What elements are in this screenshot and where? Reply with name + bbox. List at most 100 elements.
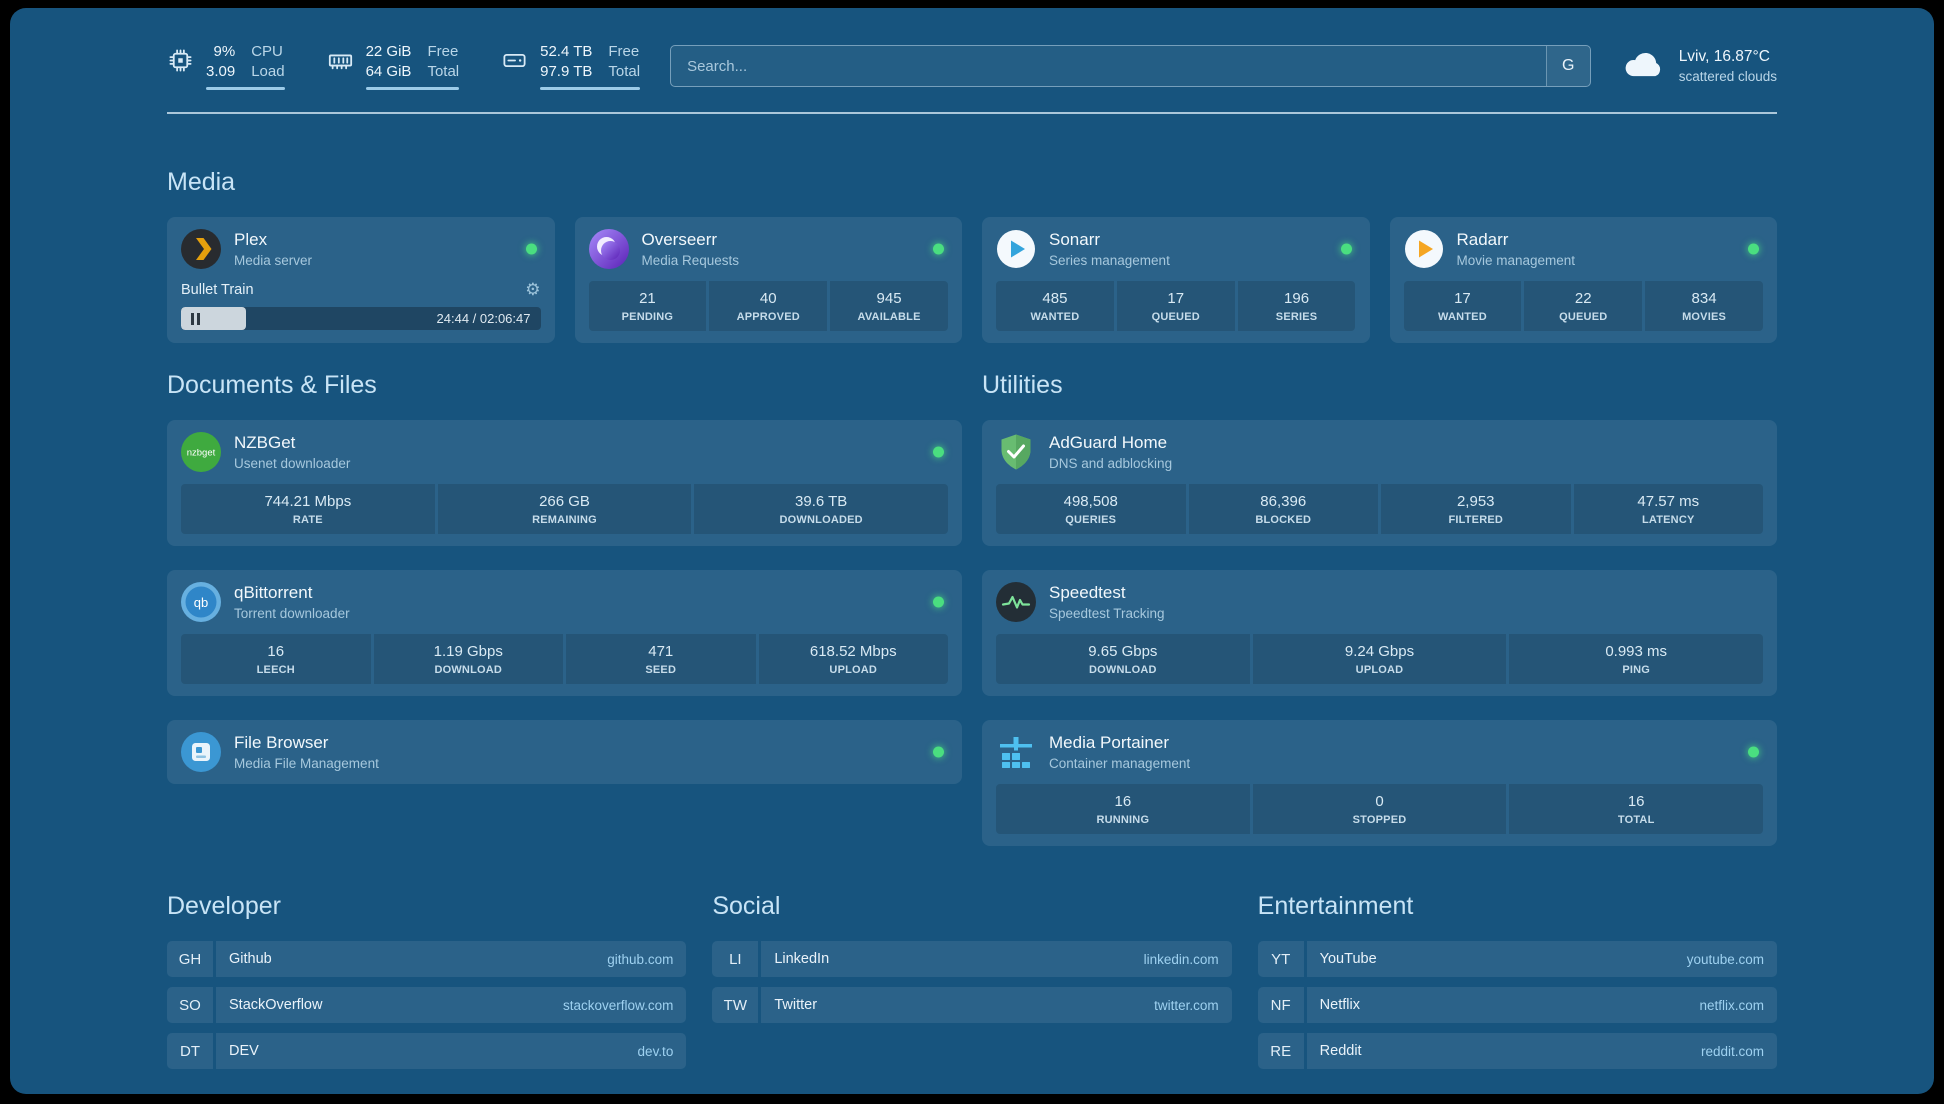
disk-meter-bar bbox=[540, 87, 641, 90]
service-title: File Browser bbox=[234, 733, 329, 752]
bookmark-abbr: SO bbox=[167, 987, 213, 1023]
bookmark-url: youtube.com bbox=[1686, 951, 1764, 967]
service-subtitle: Media server bbox=[234, 253, 313, 268]
bookmark-abbr: LI bbox=[712, 941, 759, 977]
gear-icon[interactable]: ⚙ bbox=[525, 280, 541, 299]
status-dot bbox=[933, 243, 944, 255]
service-subtitle: Torrent downloader bbox=[234, 606, 350, 621]
cpu-widget: 9% 3.09 CPU Load bbox=[167, 42, 285, 90]
service-card-filebrowser[interactable]: File Browser Media File Management bbox=[167, 720, 962, 784]
service-card-radarr[interactable]: Radarr Movie management 17 WANTED 22 QUE… bbox=[1389, 217, 1777, 343]
status-dot bbox=[1748, 243, 1759, 255]
stat-filtered: 2,953 FILTERED bbox=[1381, 484, 1571, 534]
bookmark-url: twitter.com bbox=[1154, 997, 1219, 1013]
bookmark-linkedin[interactable]: LI LinkedIn linkedin.com bbox=[712, 941, 1232, 977]
status-dot bbox=[525, 243, 537, 255]
disk-total: 97.9 TB bbox=[540, 62, 593, 80]
status-dot bbox=[933, 746, 944, 758]
service-card-speedtest[interactable]: Speedtest Speedtest Tracking 9.65 Gbps D… bbox=[982, 570, 1777, 696]
service-card-plex[interactable]: Plex Media server Bullet Train ⚙ 24:44 /… bbox=[167, 217, 555, 343]
memory-free: 22 GiB bbox=[365, 43, 412, 60]
bookmark-groups: Developer GH Github github.com SO StackO… bbox=[167, 846, 1777, 1079]
section-heading-entertainment: Entertainment bbox=[1257, 892, 1414, 920]
memory-widget: 22 GiB 64 GiB Free Total bbox=[327, 42, 460, 90]
dashboard-root: 9% 3.09 CPU Load bbox=[10, 8, 1934, 1094]
service-title: NZBGet bbox=[234, 433, 296, 452]
disk-free-label: Free bbox=[608, 43, 640, 60]
cloud-icon bbox=[1621, 47, 1667, 86]
service-subtitle: Usenet downloader bbox=[234, 456, 351, 471]
bookmark-url: dev.to bbox=[637, 1043, 674, 1059]
disk-widget: 52.4 TB 97.9 TB Free Total bbox=[501, 42, 641, 90]
stat-blocked: 86,396 BLOCKED bbox=[1188, 484, 1378, 534]
stat-running: 16 RUNNING bbox=[996, 784, 1250, 834]
weather-widget: Lviv, 16.87°C scattered clouds bbox=[1621, 47, 1777, 86]
cpu-icon bbox=[167, 42, 194, 79]
service-subtitle: Speedtest Tracking bbox=[1049, 606, 1165, 621]
service-title: Sonarr bbox=[1049, 230, 1101, 249]
qbittorrent-icon: qb bbox=[181, 582, 221, 622]
stat-wanted: 17 WANTED bbox=[1403, 281, 1522, 331]
service-subtitle: DNS and adblocking bbox=[1049, 456, 1173, 471]
service-card-qbittorrent[interactable]: qb qBittorrent Torrent downloader 16 bbox=[167, 570, 962, 696]
stat-total: 16 TOTAL bbox=[1509, 784, 1764, 834]
adguard-icon bbox=[996, 432, 1036, 472]
service-title: AdGuard Home bbox=[1049, 433, 1168, 452]
radarr-icon bbox=[1404, 229, 1444, 269]
section-heading-developer: Developer bbox=[167, 892, 281, 920]
bookmark-group-entertainment: Entertainment YT YouTube youtube.com NF … bbox=[1257, 846, 1777, 1079]
bookmark-abbr: RE bbox=[1257, 1033, 1304, 1069]
disk-free: 52.4 TB bbox=[540, 43, 593, 60]
bookmark-abbr: NF bbox=[1257, 987, 1304, 1023]
overseerr-icon bbox=[588, 229, 629, 269]
service-title: Radarr bbox=[1456, 230, 1509, 249]
stat-queries: 498,508 QUERIES bbox=[996, 484, 1186, 534]
media-cards: Plex Media server Bullet Train ⚙ 24:44 /… bbox=[167, 217, 1777, 343]
status-dot bbox=[1748, 746, 1759, 758]
speedtest-icon bbox=[996, 582, 1036, 622]
disk-icon bbox=[501, 42, 528, 79]
bookmark-url: netflix.com bbox=[1699, 997, 1764, 1013]
bookmark-name: YouTube bbox=[1319, 951, 1377, 967]
service-title: Media Portainer bbox=[1049, 733, 1170, 752]
service-card-sonarr[interactable]: Sonarr Series management 485 WANTED 17 Q… bbox=[982, 217, 1370, 343]
section-heading-media: Media bbox=[167, 168, 236, 196]
service-card-nzbget[interactable]: nzbget NZBGet Usenet downloader 744.21 M… bbox=[167, 420, 962, 546]
bookmark-stackoverflow[interactable]: SO StackOverflow stackoverflow.com bbox=[167, 987, 687, 1023]
bookmark-github[interactable]: GH Github github.com bbox=[167, 941, 687, 977]
bookmark-url: stackoverflow.com bbox=[563, 997, 674, 1013]
section-heading-utilities: Utilities bbox=[982, 371, 1063, 399]
service-subtitle: Series management bbox=[1049, 253, 1170, 268]
search-input[interactable] bbox=[671, 46, 1546, 86]
bookmark-name: StackOverflow bbox=[229, 997, 323, 1013]
pause-icon[interactable] bbox=[191, 312, 200, 325]
bookmark-dev[interactable]: DT DEV dev.to bbox=[167, 1033, 687, 1069]
bookmark-youtube[interactable]: YT YouTube youtube.com bbox=[1257, 941, 1777, 977]
service-title: Plex bbox=[234, 230, 268, 249]
service-card-portainer[interactable]: Media Portainer Container management 16 … bbox=[982, 720, 1777, 846]
bookmark-name: Reddit bbox=[1319, 1043, 1362, 1059]
filebrowser-icon bbox=[181, 732, 221, 772]
bookmark-url: linkedin.com bbox=[1143, 951, 1219, 967]
service-card-overseerr[interactable]: Overseerr Media Requests 21 PENDING 40 A… bbox=[574, 217, 962, 343]
bookmark-reddit[interactable]: RE Reddit reddit.com bbox=[1257, 1033, 1777, 1069]
portainer-icon bbox=[996, 732, 1036, 772]
bookmark-abbr: GH bbox=[167, 941, 213, 977]
bookmark-name: Twitter bbox=[774, 997, 818, 1013]
service-card-adguard[interactable]: AdGuard Home DNS and adblocking 498,508 … bbox=[982, 420, 1777, 546]
bookmark-twitter[interactable]: TW Twitter twitter.com bbox=[712, 987, 1232, 1023]
stat-wanted: 485 WANTED bbox=[996, 281, 1114, 331]
bookmark-netflix[interactable]: NF Netflix netflix.com bbox=[1257, 987, 1777, 1023]
status-dot bbox=[1340, 243, 1352, 255]
bookmark-name: LinkedIn bbox=[774, 951, 830, 967]
cpu-meter-bar bbox=[206, 87, 285, 90]
topbar-divider bbox=[167, 112, 1777, 114]
weather-condition: scattered clouds bbox=[1678, 69, 1777, 84]
bookmark-group-social: Social LI LinkedIn linkedin.com TW Twitt… bbox=[712, 846, 1232, 1079]
bookmark-name: Github bbox=[229, 951, 272, 967]
search-provider-button[interactable]: G bbox=[1545, 46, 1590, 86]
cpu-percent: 9% bbox=[213, 43, 236, 60]
stat-stopped: 0 STOPPED bbox=[1252, 784, 1507, 834]
bookmark-url: reddit.com bbox=[1700, 1043, 1764, 1059]
bookmark-url: github.com bbox=[607, 951, 674, 967]
